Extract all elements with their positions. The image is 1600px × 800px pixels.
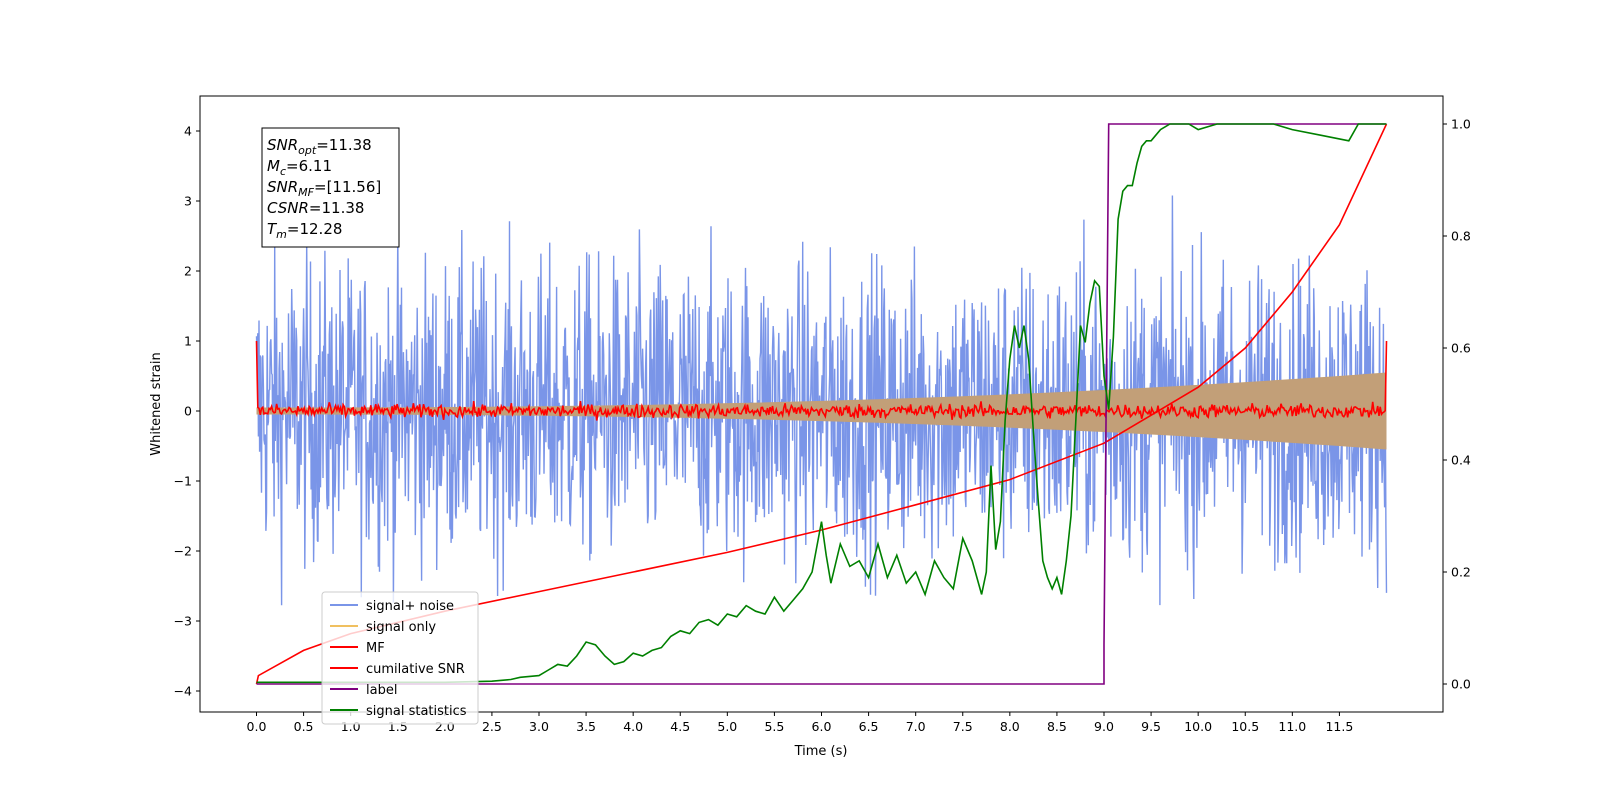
legend-entry: label bbox=[366, 683, 397, 698]
y2-tick-label: 0.0 bbox=[1451, 677, 1471, 692]
x-tick-label: 5.5 bbox=[764, 719, 784, 734]
x-tick-label: 4.0 bbox=[623, 719, 643, 734]
annotation-frame bbox=[261, 127, 400, 248]
y-tick-label: 3 bbox=[184, 194, 192, 209]
annotation-line: SNRMF=[11.56] bbox=[267, 178, 381, 199]
legend-entry: signal only bbox=[366, 620, 436, 635]
x-tick-label: 7.5 bbox=[953, 719, 973, 734]
series-mf bbox=[255, 340, 1388, 421]
annotation-line: Mc=6.11 bbox=[267, 157, 332, 178]
x-tick-label: 9.5 bbox=[1141, 719, 1161, 734]
x-tick-label: 0.5 bbox=[294, 719, 314, 734]
y-tick-label: −1 bbox=[174, 474, 192, 489]
y-tick-label: 2 bbox=[184, 264, 192, 279]
x-tick-label: 0.0 bbox=[247, 719, 267, 734]
x-tick-label: 7.0 bbox=[906, 719, 926, 734]
x-tick-label: 6.5 bbox=[859, 719, 879, 734]
series-signal-statistics bbox=[256, 123, 1387, 684]
x-tick-label: 11.0 bbox=[1278, 719, 1306, 734]
x-tick-label: 6.0 bbox=[812, 719, 832, 734]
x-tick-label: 9.0 bbox=[1094, 719, 1114, 734]
y2-tick-label: 0.4 bbox=[1451, 453, 1471, 468]
x-tick-label: 11.5 bbox=[1325, 719, 1353, 734]
x-tick-label: 2.5 bbox=[482, 719, 502, 734]
x-tick-label: 5.0 bbox=[717, 719, 737, 734]
legend-frame bbox=[321, 591, 479, 725]
y-tick-label: 0 bbox=[184, 404, 192, 419]
x-axis-label: Time (s) bbox=[794, 744, 848, 759]
legend-entry: signal+ noise bbox=[366, 599, 454, 614]
annotation-box: SNRopt=11.38Mc=6.11SNRMF=[11.56]CSNR=11.… bbox=[261, 127, 400, 248]
y-tick-label: −4 bbox=[174, 684, 192, 699]
x-tick-label: 10.5 bbox=[1231, 719, 1259, 734]
legend: signal+ noise signal only MF cumilative SNR… bbox=[321, 591, 479, 725]
y-tick-label: −3 bbox=[174, 614, 192, 629]
y-axis-label: Whitened strain bbox=[149, 352, 164, 455]
x-tick-label: 4.5 bbox=[670, 719, 690, 734]
y2-tick-label: 1.0 bbox=[1451, 117, 1471, 132]
annotation-line: Tm=12.28 bbox=[267, 220, 342, 241]
y2-tick-label: 0.8 bbox=[1451, 229, 1471, 244]
x-tick-label: 3.0 bbox=[529, 719, 549, 734]
x-tick-label: 8.0 bbox=[1000, 719, 1020, 734]
series-label bbox=[256, 123, 1387, 685]
annotation-line: SNRopt=11.38 bbox=[267, 136, 372, 157]
legend-entry: cumilative SNR bbox=[366, 662, 465, 677]
y-tick-label: 4 bbox=[184, 124, 192, 139]
x-tick-label: 8.5 bbox=[1047, 719, 1067, 734]
y-tick-label: 1 bbox=[184, 334, 192, 349]
x-tick-label: 3.5 bbox=[576, 719, 596, 734]
legend-entry: signal statistics bbox=[366, 704, 467, 719]
y-tick-label: −2 bbox=[174, 544, 192, 559]
x-tick-label: 10.0 bbox=[1184, 719, 1212, 734]
legend-entry: MF bbox=[366, 641, 385, 656]
y2-tick-label: 0.6 bbox=[1451, 341, 1471, 356]
y2-tick-label: 0.2 bbox=[1451, 565, 1471, 580]
series-signal-noise bbox=[255, 195, 1388, 606]
annotation-line: CSNR=11.38 bbox=[267, 199, 364, 217]
